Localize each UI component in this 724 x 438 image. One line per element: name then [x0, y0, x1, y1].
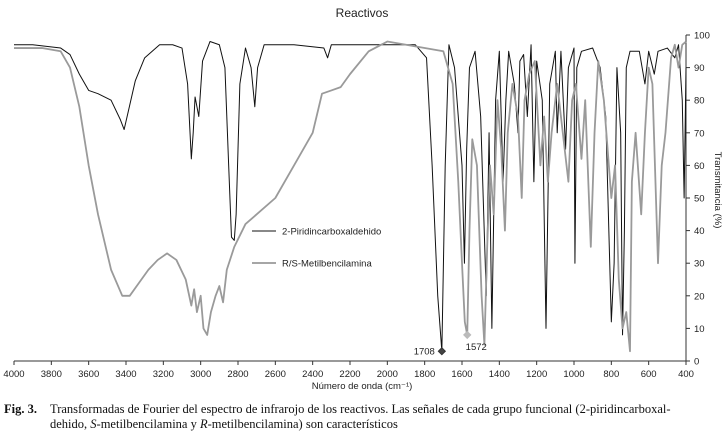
x-tick-label: 4000	[3, 369, 24, 380]
annotation-label: 1708	[414, 347, 435, 358]
y-tick-label: 10	[694, 324, 705, 335]
caption-line: Fig. 3. Transformadas de Fourier del espe…	[4, 402, 720, 417]
x-tick-label: 600	[641, 369, 657, 380]
x-tick-label: 1000	[563, 369, 584, 380]
x-tick-label: 2000	[377, 369, 398, 380]
x-tick-label: 3000	[190, 369, 211, 380]
y-tick-label: 50	[694, 194, 705, 205]
annotation-label: 1572	[466, 342, 487, 353]
x-tick-label: 1200	[526, 369, 547, 380]
x-tick-label: 2200	[339, 369, 360, 380]
y-axis-label: Transmitancia (%)	[712, 152, 723, 229]
y-tick-label: 40	[694, 226, 705, 237]
x-tick-label: 1400	[489, 369, 510, 380]
y-tick-label: 90	[694, 63, 705, 74]
caption: Fig. 3. Transformadas de Fourier del espe…	[4, 402, 720, 432]
y-tick-label: 70	[694, 128, 705, 139]
x-tick-label: 3800	[41, 369, 62, 380]
y-tick-label: 100	[694, 31, 710, 42]
x-tick-label: 3200	[153, 369, 174, 380]
y-tick-label: 20	[694, 291, 705, 302]
x-tick-label: 1800	[414, 369, 435, 380]
x-tick-label: 800	[603, 369, 619, 380]
x-tick-label: 2400	[302, 369, 323, 380]
y-tick-label: 60	[694, 161, 705, 172]
caption-text: Transformadas de Fourier del espectro de…	[50, 402, 671, 416]
caption-line: dehido, S-metilbencilamina y R-metilbenc…	[4, 417, 720, 432]
annotation-marker	[463, 330, 472, 340]
caption-text: -metilbencilamina) son característicos	[207, 417, 398, 431]
x-tick-label: 400	[678, 369, 694, 380]
caption-text: dehido,	[50, 417, 91, 431]
legend-label: 2-Piridincarboxaldehido	[282, 227, 381, 238]
x-tick-label: 3400	[115, 369, 136, 380]
y-tick-label: 80	[694, 96, 705, 107]
x-axis-label: Número de onda (cm⁻¹)	[312, 381, 413, 392]
x-tick-label: 2800	[227, 369, 248, 380]
y-tick-label: 30	[694, 259, 705, 270]
annotation-marker	[437, 347, 447, 356]
x-tick-label: 1600	[451, 369, 472, 380]
caption-text: S	[90, 417, 97, 431]
x-tick-label: 3600	[78, 369, 99, 380]
chart: Reactivos Número de onda (cm⁻¹) Transmit…	[3, 6, 723, 392]
series-line	[14, 41, 687, 352]
chart-title: Reactivos	[336, 6, 389, 20]
caption-text: R	[199, 417, 208, 431]
y-tick-label: 0	[694, 357, 699, 368]
legend-label: R/S-Metilbencilamina	[282, 259, 372, 270]
series-line	[14, 40, 687, 353]
caption-text: -metilbencilamina y	[96, 417, 200, 431]
x-tick-label: 2600	[265, 369, 286, 380]
caption-label: Fig. 3.	[4, 402, 37, 416]
